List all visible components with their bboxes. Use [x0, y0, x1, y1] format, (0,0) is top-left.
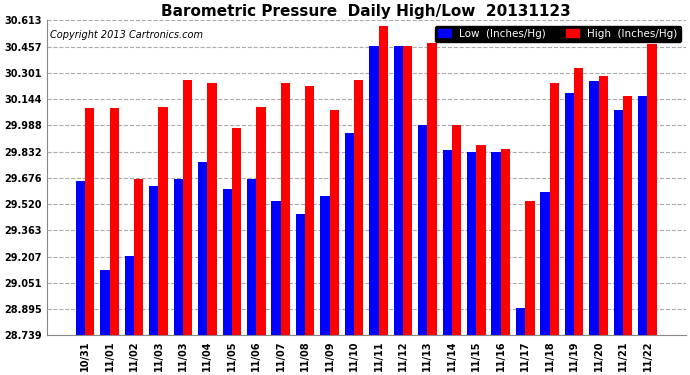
Bar [247, 179, 256, 335]
Bar [208, 83, 217, 335]
Bar [540, 192, 550, 335]
Bar [623, 96, 632, 335]
Bar [476, 145, 486, 335]
Bar [647, 44, 657, 335]
Bar [198, 162, 208, 335]
Bar [159, 106, 168, 335]
Bar [281, 83, 290, 335]
Bar [76, 180, 85, 335]
Bar [403, 46, 412, 335]
Bar [232, 128, 241, 335]
Bar [320, 196, 330, 335]
Bar [516, 308, 525, 335]
Bar [345, 134, 354, 335]
Bar [271, 201, 281, 335]
Bar [256, 106, 266, 335]
Bar [589, 81, 599, 335]
Bar [305, 86, 315, 335]
Bar [174, 179, 183, 335]
Bar [452, 125, 461, 335]
Title: Barometric Pressure  Daily High/Low  20131123: Barometric Pressure Daily High/Low 20131… [161, 4, 571, 19]
Bar [565, 93, 574, 335]
Bar [149, 186, 159, 335]
Bar [613, 110, 623, 335]
Bar [525, 201, 535, 335]
Bar [125, 256, 134, 335]
Bar [491, 152, 501, 335]
Text: Copyright 2013 Cartronics.com: Copyright 2013 Cartronics.com [50, 30, 203, 40]
Bar [183, 80, 193, 335]
Legend: Low  (Inches/Hg), High  (Inches/Hg): Low (Inches/Hg), High (Inches/Hg) [435, 26, 680, 42]
Bar [418, 125, 427, 335]
Bar [223, 189, 232, 335]
Bar [550, 83, 559, 335]
Bar [100, 270, 110, 335]
Bar [394, 46, 403, 335]
Bar [85, 108, 95, 335]
Bar [379, 26, 388, 335]
Bar [467, 152, 476, 335]
Bar [638, 96, 647, 335]
Bar [330, 110, 339, 335]
Bar [369, 46, 379, 335]
Bar [354, 80, 364, 335]
Bar [501, 148, 510, 335]
Bar [574, 68, 584, 335]
Bar [427, 43, 437, 335]
Bar [599, 76, 608, 335]
Bar [442, 150, 452, 335]
Bar [134, 179, 144, 335]
Bar [110, 108, 119, 335]
Bar [296, 214, 305, 335]
